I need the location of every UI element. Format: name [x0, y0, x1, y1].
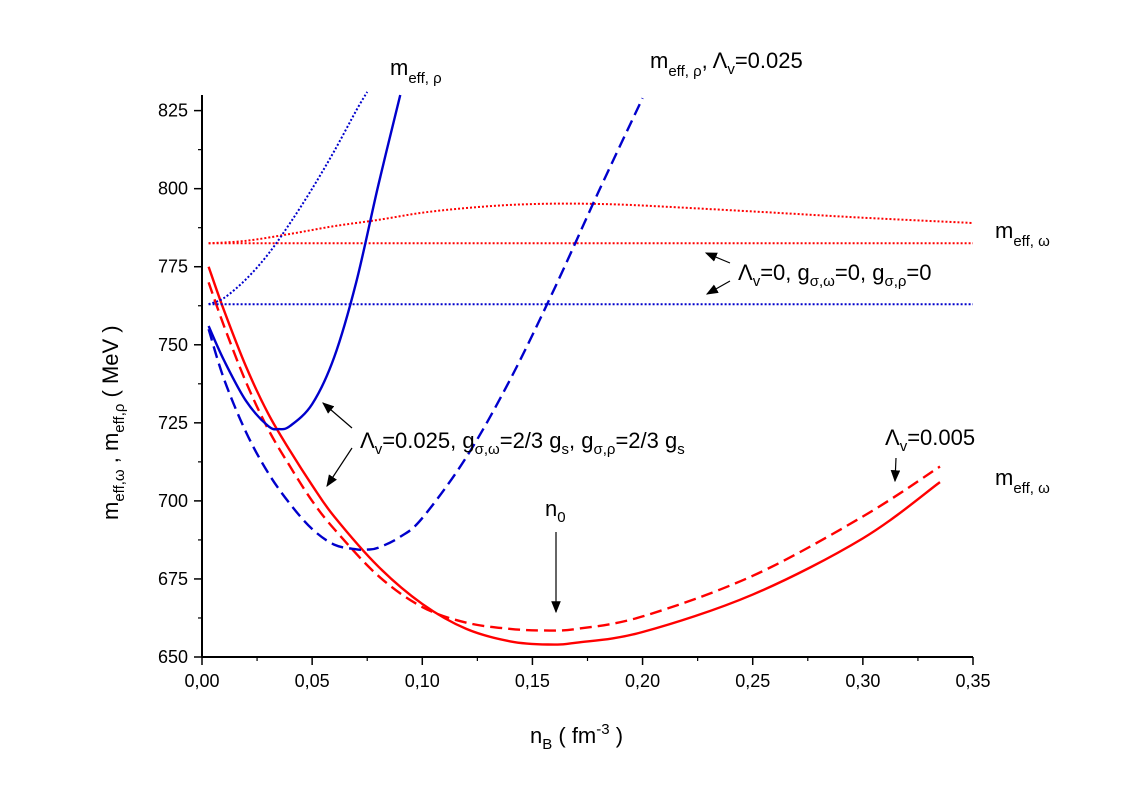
label-m-eff-rho: meff, ρ: [390, 55, 442, 87]
label-lambda-zero: Λv=0, gσ,ω=0, gσ,ρ=0: [738, 260, 932, 290]
x-tick-label: 0,20: [625, 671, 660, 691]
y-tick-label: 650: [158, 647, 188, 667]
y-tick-label: 750: [158, 335, 188, 355]
y-tick-label: 800: [158, 179, 188, 199]
arrow-lambda-0025-upper: [322, 402, 353, 429]
arrow-lambda-0025-lower: [326, 447, 353, 488]
label-m-eff-omega-upper: meff, ω: [995, 218, 1050, 250]
label-n0: n0: [545, 496, 566, 526]
series-line-1: [207, 266, 941, 646]
label-lambda-0025: Λv=0.025, gσ,ω=2/3 gs, gσ,ρ=2/3 gs: [360, 428, 685, 458]
x-tick-label: 0,25: [735, 671, 770, 691]
series-line-3: [208, 202, 974, 245]
x-tick-label: 0,00: [184, 671, 219, 691]
y-tick-label: 825: [158, 101, 188, 121]
arrow-lambda-zero-upper: [704, 252, 731, 264]
x-axis-title: nB ( fm-3 ): [530, 721, 623, 753]
label-m-eff-omega-lower: meff, ω: [995, 465, 1050, 497]
ticks-layer: 0,00 0,05 0,10 0,15 0,20 0,25 0,30 0,35 650 675 70…: [158, 101, 991, 691]
x-tick-label: 0,35: [955, 671, 990, 691]
y-tick-label: 725: [158, 413, 188, 433]
y-axis-title: meff,ω , meff,ρ ( MeV ): [98, 325, 128, 520]
x-tick-label: 0,05: [295, 671, 330, 691]
series-line-6: [207, 97, 644, 552]
arrow-lambda-0005: [890, 457, 901, 483]
label-m-eff-rho-lambda: meff, ρ, Λv=0.025: [650, 48, 803, 80]
series-line-5: [207, 94, 402, 431]
x-tick-label: 0,30: [845, 671, 880, 691]
series-line-2: [207, 281, 941, 632]
y-tick-label: 675: [158, 569, 188, 589]
series-layer: [207, 91, 974, 646]
label-lambda-0005: Λv=0.005: [885, 425, 975, 455]
x-tick-label: 0,15: [515, 671, 550, 691]
series-line-7: [208, 91, 369, 306]
y-tick-label: 775: [158, 257, 188, 277]
x-tick-label: 0,10: [405, 671, 440, 691]
y-tick-label: 700: [158, 491, 188, 511]
arrow-lambda-zero-lower: [705, 280, 731, 295]
